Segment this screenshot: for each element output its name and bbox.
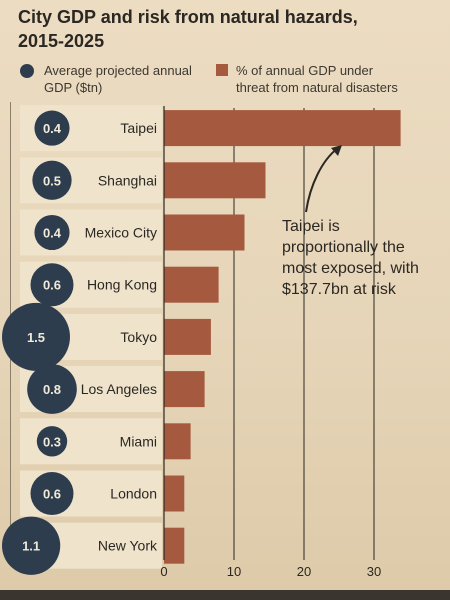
- bar-hong-kong: [164, 266, 219, 303]
- city-label-london: London: [110, 486, 157, 502]
- gdp-value-label: 0.6: [43, 487, 61, 502]
- city-label-los-angeles: Los Angeles: [81, 381, 157, 397]
- bar-miami: [164, 423, 191, 460]
- bar-new-york: [164, 527, 185, 564]
- chart-subtitle: 2015-2025: [18, 31, 105, 51]
- gdp-value-label: 0.4: [43, 226, 62, 241]
- legend-gdp-marker: [20, 64, 34, 78]
- legend-gdp-label: Average projected annual GDP ($tn): [44, 63, 192, 95]
- legend-risk-marker: [216, 64, 228, 76]
- city-label-mexico-city: Mexico City: [85, 225, 157, 241]
- gdp-bubble-new-york: [2, 516, 61, 575]
- gdp-value-label: 0.8: [43, 382, 61, 397]
- bar-shanghai: [164, 162, 266, 199]
- legend-risk-label: % of annual GDP under threat from natural…: [236, 63, 398, 95]
- page-bottom-edge: [0, 590, 450, 600]
- gdp-value-label: 1.1: [22, 539, 40, 554]
- bar-los-angeles: [164, 371, 205, 408]
- bar-taipei: [164, 110, 401, 147]
- city-label-tokyo: Tokyo: [120, 329, 157, 345]
- gdp-value-label: 1.5: [27, 330, 45, 345]
- gdp-value-label: 0.6: [43, 278, 61, 293]
- gdp-bubble-shanghai: [32, 160, 72, 200]
- city-label-taipei: Taipei: [120, 120, 157, 136]
- gdp-bubble-miami: [36, 426, 68, 457]
- gdp-value-label: 0.4: [43, 121, 62, 136]
- city-label-shanghai: Shanghai: [98, 172, 157, 188]
- gdp-bubble-los-angeles: [27, 364, 77, 414]
- city-label-hong-kong: Hong Kong: [87, 277, 157, 293]
- bar-tokyo: [164, 318, 211, 355]
- bar-mexico-city: [164, 214, 245, 251]
- x-tick-label: 30: [367, 564, 381, 579]
- city-label-miami: Miami: [120, 433, 157, 449]
- bar-london: [164, 475, 185, 512]
- gdp-value-label: 0.5: [43, 173, 61, 188]
- chart-annotation: Taipei is proportionally the most expose…: [282, 218, 419, 298]
- gdp-bubble-london: [30, 471, 74, 516]
- x-tick-label: 20: [297, 564, 311, 579]
- gdp-bubble-tokyo: [2, 302, 70, 371]
- city-label-new-york: New York: [98, 538, 158, 554]
- gdp-bubble-hong-kong: [30, 263, 74, 307]
- x-tick-label: 0: [160, 564, 167, 579]
- chart-title: City GDP and risk from natural hazards,: [18, 7, 358, 27]
- gdp-value-label: 0.3: [43, 434, 61, 449]
- gdp-bubble-mexico-city: [34, 214, 70, 251]
- x-tick-label: 10: [227, 564, 241, 579]
- gdp-bubble-taipei: [34, 110, 70, 146]
